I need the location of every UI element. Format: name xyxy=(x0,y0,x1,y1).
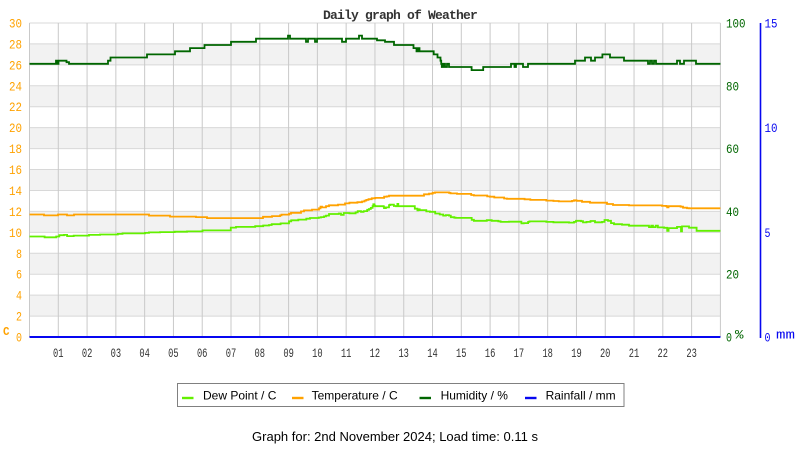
svg-text:10: 10 xyxy=(765,122,778,136)
svg-text:30: 30 xyxy=(9,18,22,32)
svg-text:mm: mm xyxy=(776,329,795,343)
svg-text:07: 07 xyxy=(226,347,237,361)
svg-text:40: 40 xyxy=(726,206,739,220)
svg-text:8: 8 xyxy=(16,248,22,262)
svg-text:22: 22 xyxy=(9,101,22,115)
svg-text:C: C xyxy=(3,325,10,339)
svg-text:18: 18 xyxy=(542,347,553,361)
svg-text:03: 03 xyxy=(111,347,122,361)
svg-text:15: 15 xyxy=(765,18,778,32)
svg-text:02: 02 xyxy=(82,347,93,361)
svg-text:%: % xyxy=(735,329,744,343)
svg-text:18: 18 xyxy=(9,143,22,157)
svg-text:22: 22 xyxy=(658,347,669,361)
svg-text:Rainfall / mm: Rainfall / mm xyxy=(546,389,616,403)
svg-text:5: 5 xyxy=(765,227,771,241)
svg-text:28: 28 xyxy=(9,38,22,52)
svg-text:14: 14 xyxy=(427,347,438,361)
svg-text:16: 16 xyxy=(485,347,496,361)
svg-text:0: 0 xyxy=(16,332,22,346)
svg-text:2: 2 xyxy=(16,311,22,325)
svg-text:08: 08 xyxy=(255,347,266,361)
svg-text:01: 01 xyxy=(53,347,64,361)
svg-text:0: 0 xyxy=(726,332,732,346)
svg-text:20: 20 xyxy=(726,269,739,283)
svg-text:20: 20 xyxy=(600,347,611,361)
svg-text:12: 12 xyxy=(9,206,22,220)
svg-text:19: 19 xyxy=(571,347,582,361)
svg-text:60: 60 xyxy=(726,143,739,157)
svg-text:100: 100 xyxy=(726,18,746,32)
svg-text:15: 15 xyxy=(456,347,467,361)
svg-text:6: 6 xyxy=(16,269,22,283)
svg-text:21: 21 xyxy=(629,347,640,361)
svg-text:13: 13 xyxy=(398,347,409,361)
svg-text:Temperature / C: Temperature / C xyxy=(312,389,398,403)
svg-text:16: 16 xyxy=(9,164,22,178)
svg-text:Graph for: 2nd November 2024;: Graph for: 2nd November 2024; Load time:… xyxy=(252,429,538,444)
svg-text:05: 05 xyxy=(168,347,179,361)
svg-text:26: 26 xyxy=(9,59,22,73)
svg-text:Dew Point / C: Dew Point / C xyxy=(203,389,277,403)
svg-text:80: 80 xyxy=(726,80,739,94)
svg-text:09: 09 xyxy=(283,347,294,361)
svg-text:Humidity / %: Humidity / % xyxy=(441,389,509,403)
svg-text:20: 20 xyxy=(9,122,22,136)
svg-text:11: 11 xyxy=(341,347,352,361)
svg-text:4: 4 xyxy=(16,290,22,304)
svg-text:23: 23 xyxy=(686,347,697,361)
svg-text:10: 10 xyxy=(312,347,323,361)
svg-text:17: 17 xyxy=(514,347,525,361)
svg-text:Daily graph of Weather: Daily graph of Weather xyxy=(323,8,477,23)
svg-text:12: 12 xyxy=(370,347,381,361)
svg-text:04: 04 xyxy=(139,347,150,361)
svg-text:14: 14 xyxy=(9,185,22,199)
svg-text:24: 24 xyxy=(9,80,22,94)
svg-text:06: 06 xyxy=(197,347,208,361)
svg-text:0: 0 xyxy=(765,332,771,346)
svg-text:10: 10 xyxy=(9,227,22,241)
